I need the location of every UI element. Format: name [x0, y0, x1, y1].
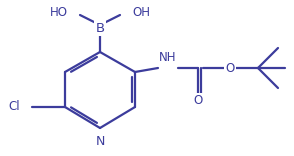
Text: O: O	[225, 61, 235, 75]
Text: N: N	[95, 135, 105, 148]
Text: Cl: Cl	[8, 100, 20, 114]
Text: B: B	[96, 22, 105, 34]
Text: OH: OH	[132, 5, 150, 19]
Text: HO: HO	[50, 5, 68, 19]
Text: O: O	[193, 94, 203, 107]
Text: NH: NH	[159, 51, 177, 64]
